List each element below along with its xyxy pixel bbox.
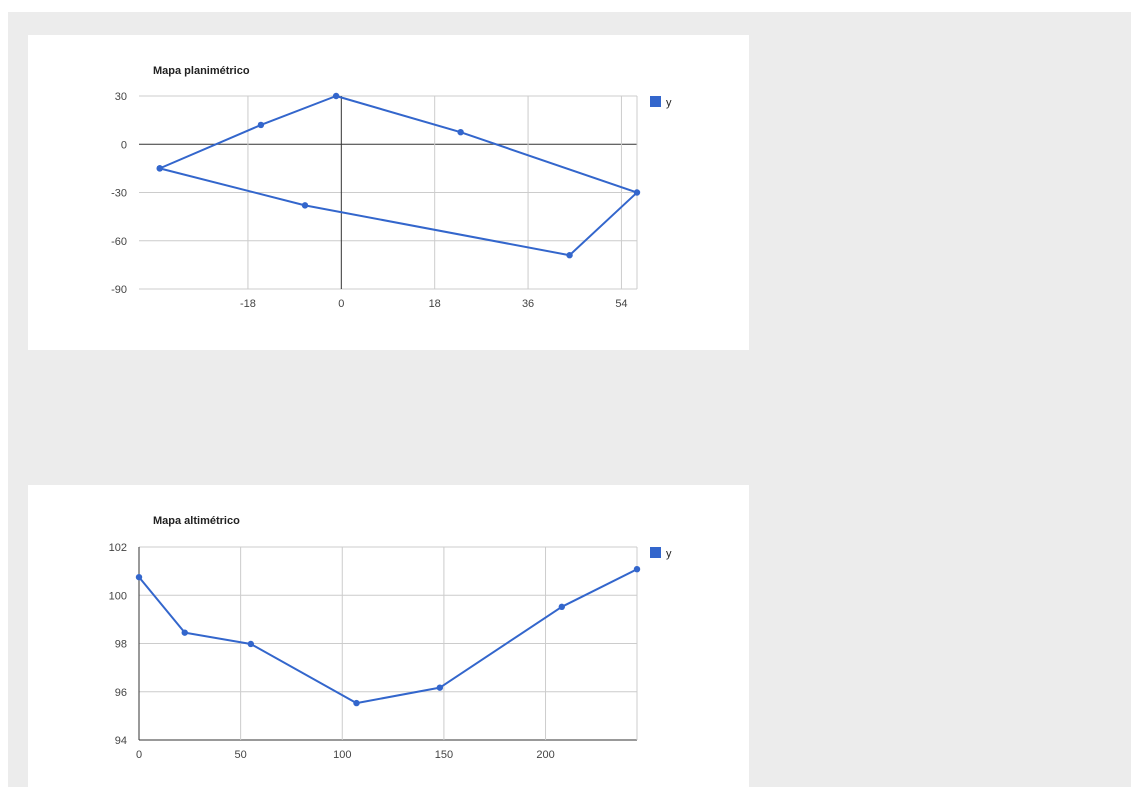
data-point[interactable] xyxy=(457,128,464,136)
y-tick-label: -90 xyxy=(111,284,127,296)
x-tick-label: 0 xyxy=(338,298,344,310)
data-point[interactable] xyxy=(633,565,641,573)
legend-label: y xyxy=(666,97,672,109)
y-tick-label: 100 xyxy=(109,590,127,602)
y-tick-label: 94 xyxy=(115,735,127,747)
data-point[interactable] xyxy=(566,252,573,259)
series-line xyxy=(138,568,638,705)
x-tick-label: 150 xyxy=(435,749,453,761)
data-point[interactable] xyxy=(332,92,340,100)
x-tick-label: 200 xyxy=(536,749,554,761)
legend-swatch xyxy=(650,96,661,107)
x-tick-label: 0 xyxy=(136,749,142,761)
legend-label: y xyxy=(666,548,672,560)
x-tick-label: -18 xyxy=(240,298,256,310)
y-tick-label: 98 xyxy=(115,639,127,651)
altimetric-chart: Mapa altimétrico 102 100 98 96 94 0 50 100 150 200… xyxy=(109,515,672,761)
data-point[interactable] xyxy=(436,684,444,691)
x-tick-label: 36 xyxy=(522,298,534,310)
chart-title: Mapa altimétrico xyxy=(153,515,240,527)
chart-title: Mapa planimétrico xyxy=(153,65,250,77)
y-tick-label: -60 xyxy=(111,236,127,248)
y-tick-label: 96 xyxy=(115,687,127,699)
planimetric-chart: Mapa planimétrico 30 0 -30 -60 -90 -18 0 18 36 54 y xyxy=(111,65,672,310)
canvas-area: Mapa planimétrico 30 0 -30 -60 -90 -18 0 18 36 54 y… xyxy=(8,12,1131,799)
x-tick-label: 50 xyxy=(235,749,247,761)
y-tick-label: 0 xyxy=(121,139,127,151)
data-point[interactable] xyxy=(633,189,641,196)
data-point[interactable] xyxy=(353,699,360,707)
x-tick-label: 18 xyxy=(429,298,441,310)
data-point[interactable] xyxy=(135,573,143,581)
data-point[interactable] xyxy=(181,629,188,636)
x-tick-label: 54 xyxy=(615,298,627,310)
y-tick-label: -30 xyxy=(111,188,127,200)
data-point[interactable] xyxy=(301,202,309,209)
chart-card-altimetric: Mapa altimétrico 102 100 98 96 94 0 50 100 150 200… xyxy=(28,485,749,799)
chart-card-planimetric: Mapa planimétrico 30 0 -30 -60 -90 -18 0 18 36 54 y xyxy=(28,35,749,350)
data-point[interactable] xyxy=(558,603,565,611)
y-tick-label: 30 xyxy=(115,91,127,103)
y-tick-label: 102 xyxy=(109,542,127,554)
data-point[interactable] xyxy=(257,121,265,129)
data-point[interactable] xyxy=(156,165,163,172)
legend-swatch xyxy=(650,547,661,558)
series-line xyxy=(159,95,638,257)
data-point[interactable] xyxy=(247,640,254,648)
x-tick-label: 100 xyxy=(333,749,351,761)
